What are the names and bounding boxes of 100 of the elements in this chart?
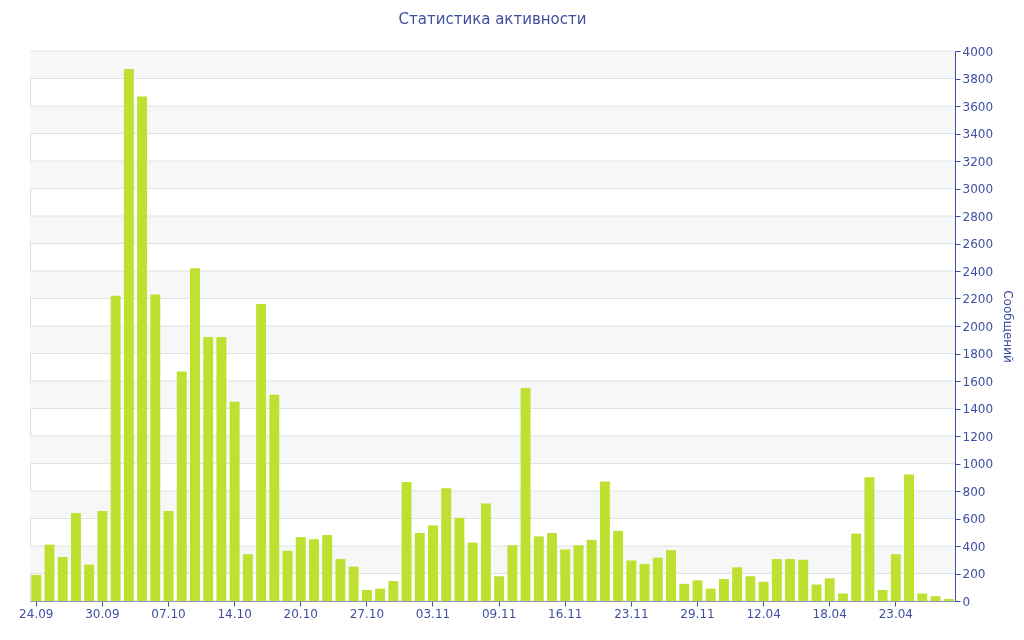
bar: [467, 542, 478, 601]
bar: [798, 559, 809, 601]
y-tick-label: 2400: [962, 264, 994, 279]
bar: [507, 545, 518, 601]
bar: [666, 550, 676, 601]
y-tick-label: 3000: [962, 182, 994, 196]
x-tick-label: 23.11: [614, 606, 649, 621]
bar: [309, 539, 319, 601]
y-axis-title: Сообщений: [1001, 290, 1016, 363]
bar: [904, 474, 915, 601]
bar: [137, 96, 148, 601]
bar: [692, 580, 703, 601]
bar: [31, 574, 42, 601]
x-tick-label: 16.11: [548, 606, 583, 621]
y-tick-label: 2800: [962, 209, 994, 224]
y-tick-label: 1400: [962, 402, 994, 416]
bar: [732, 567, 743, 601]
bar: [163, 510, 174, 601]
bar: [176, 371, 187, 601]
x-tick-label: 09.11: [481, 606, 517, 621]
bar: [877, 590, 888, 601]
y-tick-label: 2200: [962, 292, 994, 306]
x-tick-label: 23.04: [878, 606, 913, 621]
bar: [480, 503, 491, 601]
x-tick-label: 20.10: [283, 606, 318, 621]
bar: [110, 295, 121, 601]
bar: [282, 550, 293, 601]
bar: [150, 294, 161, 601]
bar: [388, 581, 399, 601]
bar: [123, 68, 134, 601]
x-tick-label: 27.10: [349, 606, 385, 621]
bar: [242, 554, 253, 601]
bar: [705, 588, 716, 601]
x-tick-label: 07.10: [151, 606, 186, 621]
bar: [837, 593, 848, 601]
bar: [586, 539, 597, 601]
bar: [97, 510, 108, 601]
bar: [864, 477, 875, 601]
bar: [269, 394, 280, 601]
bar: [84, 564, 95, 601]
bar: [771, 559, 782, 601]
y-tick-label: 1200: [962, 429, 994, 444]
y-tick-label: 800: [962, 484, 986, 499]
bar: [520, 387, 531, 601]
chart-title: Статистика активности: [398, 10, 587, 28]
bar: [44, 544, 55, 601]
bar: [229, 401, 240, 601]
bar: [917, 593, 928, 601]
bar: [785, 559, 795, 601]
x-tick-label: 24.09: [19, 606, 54, 621]
bar: [599, 481, 610, 601]
bar: [758, 581, 769, 601]
y-tick-label: 3800: [962, 72, 994, 86]
y-tick-label: 3600: [962, 99, 994, 114]
bar: [573, 545, 584, 601]
bar: [547, 532, 557, 601]
x-tick-label: 03.11: [415, 606, 451, 621]
bar: [190, 268, 200, 601]
y-tick-label: 400: [962, 539, 986, 554]
bar: [930, 596, 941, 601]
y-tick-label: 1800: [962, 347, 994, 361]
bar: [57, 557, 68, 601]
bar: [494, 576, 505, 601]
bar: [560, 549, 571, 601]
bar: [401, 482, 412, 601]
y-tick-label: 2000: [962, 319, 994, 334]
bar: [348, 566, 359, 601]
bar: [361, 590, 372, 601]
bar: [533, 536, 544, 601]
bar: [295, 537, 306, 601]
x-tick-label: 18.04: [812, 606, 847, 621]
bar: [414, 532, 425, 601]
y-tick-label: 200: [962, 567, 986, 581]
y-tick-label: 3400: [962, 127, 994, 141]
bar: [441, 488, 452, 601]
y-tick-label: 2600: [962, 237, 994, 251]
bar: [256, 304, 267, 601]
bar: [626, 560, 637, 601]
bar: [890, 554, 901, 601]
x-tick-label: 29.11: [680, 606, 715, 621]
bar: [203, 337, 214, 601]
bar: [454, 517, 465, 601]
bar: [851, 533, 862, 601]
x-tick-label: 12.04: [746, 606, 781, 621]
bar: [652, 557, 663, 601]
bar: [745, 576, 756, 601]
x-tick-label: 30.09: [85, 606, 120, 621]
bar: [375, 588, 386, 601]
bar: [824, 578, 835, 601]
bar: [216, 337, 227, 601]
bar: [322, 535, 333, 601]
bar: [943, 598, 954, 601]
y-tick-label: 1600: [962, 374, 994, 389]
bar: [679, 583, 690, 601]
y-tick-label: 1000: [962, 457, 994, 471]
bar: [335, 559, 346, 601]
bar: [613, 530, 624, 601]
y-tick-label: 600: [962, 512, 986, 526]
y-tick-label: 4000: [962, 44, 994, 59]
y-tick-label: 3200: [962, 154, 994, 169]
